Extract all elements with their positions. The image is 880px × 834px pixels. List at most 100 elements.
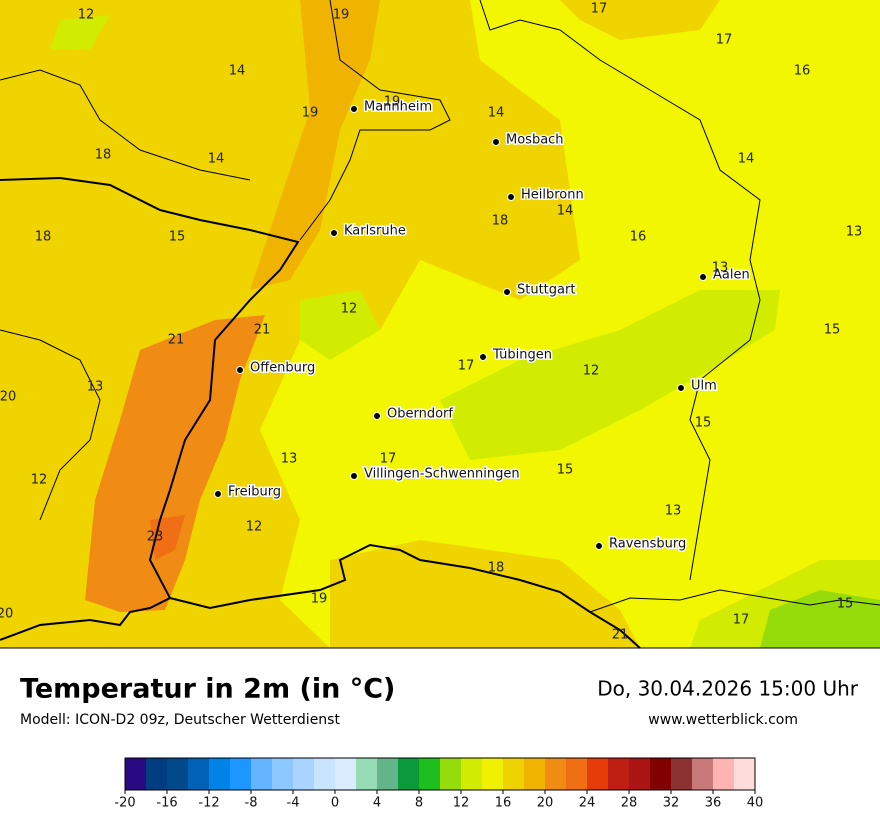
temperature-value: 12 — [246, 520, 263, 535]
color-swatch — [566, 758, 587, 790]
temperature-value: 21 — [612, 628, 629, 643]
city-dot — [350, 472, 358, 480]
temperature-value: 14 — [738, 152, 755, 167]
temperature-value: 12 — [31, 473, 48, 488]
temperature-value: 14 — [488, 106, 505, 121]
city-label: Mannheim — [364, 100, 432, 115]
temperature-value: 17 — [733, 613, 750, 628]
color-swatch — [167, 758, 188, 790]
tick-label: 36 — [705, 796, 722, 811]
tick-label: 12 — [453, 796, 470, 811]
city-label: Mosbach — [506, 133, 564, 148]
city-label: Tübingen — [492, 348, 552, 363]
temperature-value: 15 — [695, 416, 712, 431]
temperature-value: 13 — [712, 261, 729, 276]
city-dot — [214, 490, 222, 498]
color-swatch — [125, 758, 146, 790]
temperature-value: 23 — [147, 530, 164, 545]
temperature-labels: 12 19 17 17 16 14 19 19 14 18 14 14 14 18 18 15 16 13 13 12… — [0, 2, 862, 643]
color-swatch — [146, 758, 167, 790]
temperature-value: 13 — [281, 452, 298, 467]
temperature-value: 21 — [254, 323, 271, 338]
city-dot — [492, 138, 500, 146]
borders — [0, 0, 880, 649]
color-swatch — [188, 758, 209, 790]
color-swatch — [335, 758, 356, 790]
tick-label: 16 — [495, 796, 512, 811]
color-swatch — [398, 758, 419, 790]
temperature-value: 17 — [716, 33, 733, 48]
city-label: Villingen-Schwenningen — [364, 467, 520, 482]
color-swatch — [209, 758, 230, 790]
color-swatch — [377, 758, 398, 790]
temperature-value: 19 — [311, 592, 328, 607]
tick-label: -12 — [198, 796, 219, 811]
city-label: Karlsruhe — [344, 224, 406, 239]
color-swatch — [692, 758, 713, 790]
temperature-value: 12 — [583, 364, 600, 379]
city-dot — [330, 229, 338, 237]
city-label: Ulm — [691, 379, 717, 394]
color-swatch — [482, 758, 503, 790]
tick-label: 24 — [579, 796, 596, 811]
tick-label: -4 — [287, 796, 300, 811]
color-swatch — [419, 758, 440, 790]
color-swatch — [356, 758, 377, 790]
temperature-value: 15 — [169, 230, 186, 245]
temperature-value: 14 — [557, 204, 574, 219]
tick-label: 0 — [331, 796, 339, 811]
title: Temperatur in 2m (in °C) — [20, 674, 395, 705]
tick-label: -8 — [245, 796, 258, 811]
color-legend: -20 -16 -12 -8 -4 0 4 8 12 16 20 24 28 32 36 40 — [114, 757, 763, 811]
city-dot — [699, 273, 707, 281]
city-label: Freiburg — [228, 485, 281, 500]
temperature-value: 17 — [380, 452, 397, 467]
temperature-value: 18 — [492, 214, 509, 229]
tick-label: 8 — [415, 796, 423, 811]
tick-label: -20 — [114, 796, 135, 811]
city-label: Stuttgart — [517, 283, 575, 298]
color-swatch — [629, 758, 650, 790]
city-label: Oberndorf — [387, 407, 453, 422]
tick-label: 28 — [621, 796, 638, 811]
tick-label: -16 — [156, 796, 177, 811]
color-swatch — [440, 758, 461, 790]
city-dot — [373, 412, 381, 420]
color-swatch — [734, 758, 755, 790]
city-label: Offenburg — [250, 361, 315, 376]
tick-label: 32 — [663, 796, 680, 811]
city-dot — [595, 542, 603, 550]
temperature-value: 18 — [95, 148, 112, 163]
temperature-value: 13 — [665, 504, 682, 519]
tick-label: 20 — [537, 796, 554, 811]
temperature-value: 14 — [229, 64, 246, 79]
map-background — [0, 0, 880, 648]
color-swatch — [314, 758, 335, 790]
color-swatch — [713, 758, 734, 790]
city-label: Ravensburg — [609, 537, 686, 552]
color-swatch — [272, 758, 293, 790]
temperature-value: 12 — [78, 8, 95, 23]
temperature-value: 17 — [458, 359, 475, 374]
temperature-value: 15 — [557, 463, 574, 478]
color-swatch — [671, 758, 692, 790]
city-dot — [479, 353, 487, 361]
city-label: Heilbronn — [521, 188, 584, 203]
temperature-value: 20 — [0, 390, 16, 405]
color-swatch — [545, 758, 566, 790]
temperature-value: 16 — [794, 64, 811, 79]
temperature-value: 14 — [208, 152, 225, 167]
valid-time: Do, 30.04.2026 15:00 Uhr — [597, 677, 859, 701]
temperature-value: 19 — [302, 106, 319, 121]
source: www.wetterblick.com — [648, 712, 798, 728]
color-swatch — [251, 758, 272, 790]
temperature-value: 15 — [824, 323, 841, 338]
city-dot — [503, 288, 511, 296]
color-swatch — [461, 758, 482, 790]
legend-frame — [124, 757, 756, 791]
city-dot — [507, 193, 515, 201]
color-swatch — [230, 758, 251, 790]
cities: Mannheim Mosbach Heilbronn Karlsruhe Aalen St… — [214, 98, 751, 553]
temperature-value: 13 — [87, 380, 104, 395]
